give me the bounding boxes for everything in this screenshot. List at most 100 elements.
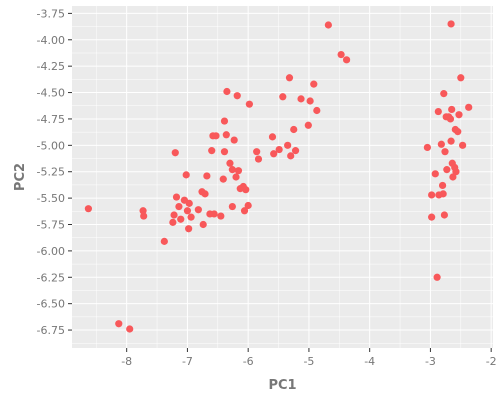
x-tick-label: -8 xyxy=(121,355,132,368)
data-point xyxy=(223,87,231,96)
data-point xyxy=(448,105,456,114)
y-tick-label: -6.50 xyxy=(37,298,65,311)
data-point xyxy=(459,141,467,149)
data-point xyxy=(234,167,243,175)
y-tick-label: -5.25 xyxy=(37,166,65,179)
x-tick-label: -6 xyxy=(243,355,254,368)
data-points xyxy=(84,20,473,333)
data-point xyxy=(306,97,314,105)
x-tick-label: -5 xyxy=(303,355,314,368)
data-point xyxy=(230,136,238,144)
y-axis-title: PC2 xyxy=(13,163,28,191)
data-point xyxy=(446,115,455,123)
data-point xyxy=(441,148,449,156)
data-point xyxy=(447,20,455,28)
data-point xyxy=(115,320,123,328)
data-point xyxy=(465,103,473,111)
data-point xyxy=(232,173,240,181)
data-point xyxy=(228,166,236,174)
data-point xyxy=(160,237,168,245)
data-point xyxy=(434,107,442,116)
data-point xyxy=(437,140,445,148)
y-tick-label: -5.00 xyxy=(37,139,65,152)
data-point xyxy=(454,128,462,136)
y-tick-label: -6.25 xyxy=(37,271,65,284)
y-tick-label: -4.00 xyxy=(37,34,65,47)
y-tick-label: -4.75 xyxy=(37,113,65,126)
x-axis-ticks: -8 -7 -6 -5 -4 -3 -2 xyxy=(121,348,497,368)
plot-panel xyxy=(72,6,493,348)
y-tick-label: -3.75 xyxy=(37,7,65,20)
data-point xyxy=(342,56,351,64)
data-point xyxy=(287,152,295,160)
data-point xyxy=(244,201,252,210)
data-point xyxy=(457,74,465,82)
data-point xyxy=(449,173,457,181)
y-tick-label: -6.75 xyxy=(37,324,65,337)
data-point xyxy=(433,273,441,281)
data-point xyxy=(177,215,185,223)
data-point xyxy=(201,190,209,198)
data-point xyxy=(203,172,211,180)
data-point xyxy=(240,207,249,215)
data-point xyxy=(270,150,278,158)
data-point xyxy=(443,166,451,174)
data-point xyxy=(275,145,283,154)
data-point xyxy=(245,100,253,108)
x-axis-title: PC1 xyxy=(268,378,296,393)
data-point xyxy=(447,137,455,145)
data-point xyxy=(185,225,193,233)
data-point xyxy=(219,175,227,183)
data-point xyxy=(140,212,148,220)
y-tick-label: -4.50 xyxy=(37,87,65,100)
data-point xyxy=(226,159,234,167)
y-tick-label: -6.00 xyxy=(37,245,65,258)
data-point xyxy=(222,131,230,139)
data-point xyxy=(428,191,436,199)
data-point xyxy=(187,213,195,221)
y-axis-ticks: -3.75 -4.00 -4.25 -4.50 -4.75 -5.00 -5.25 -5.50… xyxy=(37,7,72,337)
data-point xyxy=(212,132,220,140)
data-point xyxy=(304,121,312,129)
data-point xyxy=(290,125,298,134)
data-point xyxy=(84,205,92,213)
data-point xyxy=(324,21,332,29)
data-point xyxy=(452,168,460,176)
data-point xyxy=(279,93,287,101)
data-point xyxy=(431,170,439,178)
data-point xyxy=(438,181,447,190)
y-tick-label: -5.75 xyxy=(37,219,65,232)
data-point xyxy=(172,193,181,201)
major-gridlines xyxy=(72,6,493,348)
y-tick-label: -4.25 xyxy=(37,60,65,73)
data-point xyxy=(139,207,147,215)
data-point xyxy=(440,90,448,98)
data-point xyxy=(185,199,193,207)
data-point xyxy=(423,143,431,152)
data-point xyxy=(440,211,448,219)
data-point xyxy=(268,133,277,141)
data-point xyxy=(126,325,134,333)
data-point xyxy=(217,212,225,220)
data-point xyxy=(297,95,305,103)
data-point xyxy=(210,210,218,218)
x-tick-label: -4 xyxy=(364,355,375,368)
data-point xyxy=(439,190,447,198)
data-point xyxy=(337,50,345,59)
data-point xyxy=(313,106,321,115)
x-tick-label: -2 xyxy=(486,355,497,368)
data-point xyxy=(171,149,179,157)
data-point xyxy=(182,171,190,179)
data-point xyxy=(233,92,241,100)
data-point xyxy=(310,80,318,88)
data-point xyxy=(253,148,261,156)
data-point xyxy=(208,147,216,155)
data-point xyxy=(254,155,263,163)
data-point xyxy=(199,220,207,229)
data-point xyxy=(228,202,236,211)
data-point xyxy=(428,213,436,221)
minor-gridlines xyxy=(72,6,493,348)
y-tick-label: -5.50 xyxy=(37,192,65,205)
data-point xyxy=(220,117,229,125)
